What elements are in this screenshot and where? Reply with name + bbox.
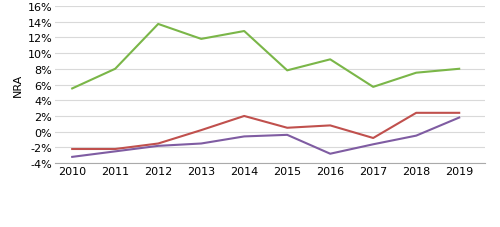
Line: Chile: Chile [72, 113, 459, 149]
Chile [456, 112, 462, 115]
Chile [112, 148, 118, 151]
Peru [413, 135, 419, 137]
Peru [327, 153, 333, 155]
Peru [198, 143, 204, 145]
Peru [456, 117, 462, 119]
Chile [413, 112, 419, 115]
South Africa [198, 38, 204, 41]
Chile [284, 127, 290, 130]
South Africa [327, 59, 333, 62]
South Africa [112, 68, 118, 71]
South Africa [155, 23, 161, 26]
South Africa [241, 30, 247, 33]
South Africa [370, 86, 376, 89]
Line: South Africa: South Africa [72, 25, 459, 89]
Chile [370, 137, 376, 140]
South Africa [413, 72, 419, 75]
Chile [198, 129, 204, 132]
Peru [155, 145, 161, 148]
South Africa [69, 88, 75, 90]
Chile [155, 143, 161, 145]
Y-axis label: NRA: NRA [14, 74, 24, 97]
Peru [241, 136, 247, 138]
Peru [284, 134, 290, 137]
Chile [69, 148, 75, 151]
Line: Peru: Peru [72, 118, 459, 157]
Peru [69, 156, 75, 158]
Peru [112, 150, 118, 153]
South Africa [456, 68, 462, 71]
Chile [327, 124, 333, 127]
South Africa [284, 70, 290, 72]
Chile [241, 115, 247, 118]
Peru [370, 143, 376, 146]
